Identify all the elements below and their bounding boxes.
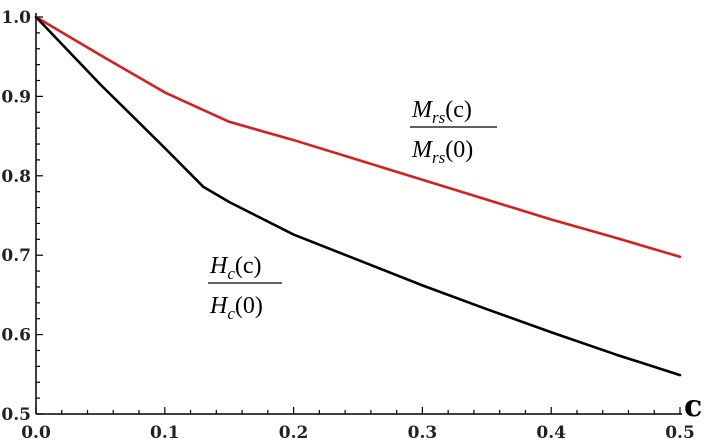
y-tick-label: 0.9 xyxy=(1,87,31,107)
series-line-h-ratio xyxy=(34,15,682,377)
y-tick-label: 1.0 xyxy=(1,8,31,28)
x-tick-label: 0.4 xyxy=(536,423,566,443)
y-tick-label: 0.5 xyxy=(1,405,31,425)
annotation-h-fraction: Hc(c) Hc(0) xyxy=(208,253,282,323)
x-tick-label: 0.2 xyxy=(279,423,309,443)
annotation-m-numerator: Mrs(c) xyxy=(411,97,472,127)
x-tick-label: 0.5 xyxy=(665,423,695,443)
y-tick-label: 0.7 xyxy=(1,246,31,266)
y-axis-ticks: 0.5 0.6 0.7 0.8 0.9 1.0 xyxy=(1,8,43,425)
annotation-h-numerator: Hc(c) xyxy=(209,253,262,283)
x-tick-label: 0.3 xyxy=(408,423,438,443)
annotation-m-denominator: Mrs(0) xyxy=(411,137,473,167)
annotation-h-denominator: Hc(0) xyxy=(209,293,263,323)
annotation-m-fraction: Mrs(c) Mrs(0) xyxy=(410,97,497,167)
y-tick-label: 0.8 xyxy=(1,167,31,187)
series-line-m-ratio xyxy=(34,15,682,259)
x-axis-ticks: 0.0 0.1 0.2 0.3 0.4 0.5 xyxy=(21,407,695,443)
x-tick-label: 0.1 xyxy=(150,423,180,443)
series-layer xyxy=(34,15,682,377)
y-tick-label: 0.6 xyxy=(1,326,31,346)
x-tick-label: 0.0 xyxy=(21,423,51,443)
x-axis-label: c xyxy=(684,389,702,424)
